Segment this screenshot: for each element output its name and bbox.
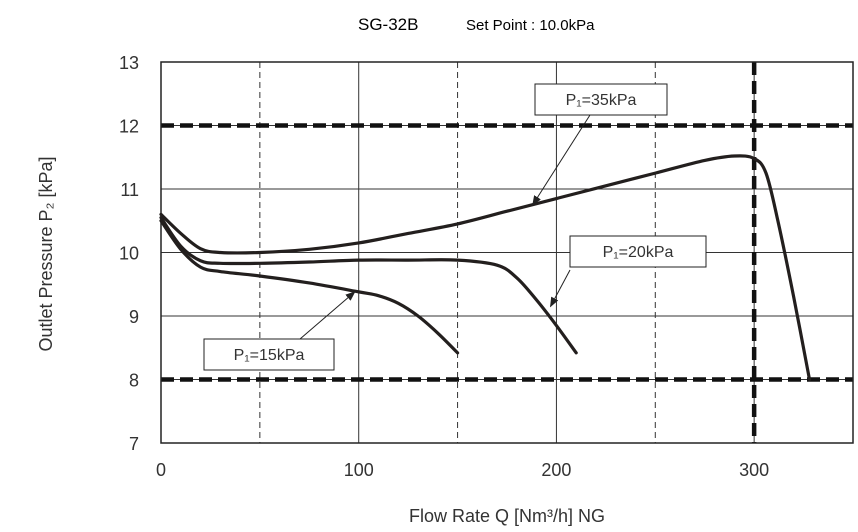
annotation-box-1 [569, 235, 707, 268]
reference-lines [161, 62, 853, 443]
tick-labels: 0 100 200 300 7 8 9 10 11 12 13 [119, 53, 769, 480]
annotation-arrow-2 [299, 291, 356, 340]
y-tick-label-10: 10 [119, 244, 139, 264]
annotations: P₁=35kPa P₁=20kPa P₁=15kPa [203, 83, 707, 371]
y-tick-label-12: 12 [119, 117, 139, 137]
chart-title: SG-32B [358, 15, 418, 34]
annotation-label-2: P₁=15kPa [234, 347, 305, 364]
y-tick-label-9: 9 [129, 307, 139, 327]
series-line-1 [159, 215, 578, 355]
series-group [159, 154, 812, 382]
series-line-0 [159, 154, 812, 382]
y-tick-label-11: 11 [120, 180, 139, 200]
x-tick-label-300: 300 [739, 460, 769, 480]
chart-subtitle: Set Point : 10.0kPa [466, 17, 595, 34]
annotation-label-1: P₁=20kPa [603, 244, 674, 261]
x-tick-label-100: 100 [344, 460, 374, 480]
annotation-label-0: P₁=35kPa [566, 92, 637, 109]
y-tick-label-7: 7 [129, 434, 139, 454]
annotation-box-0 [534, 83, 668, 116]
y-axis-label: Outlet Pressure P₂ [kPa] [36, 156, 56, 351]
annotation-arrow-0 [532, 114, 591, 206]
y-tick-label-13: 13 [119, 53, 139, 73]
x-tick-label-0: 0 [156, 460, 166, 480]
chart-title-group: SG-32B Set Point : 10.0kPa [358, 15, 595, 34]
plot-frame [160, 61, 854, 444]
y-tick-label-8: 8 [129, 371, 139, 391]
annotation-box-2 [203, 338, 335, 371]
series-line-2 [159, 219, 460, 355]
annotation-arrow-1 [550, 269, 571, 308]
x-axis-label: Flow Rate Q [Nm³/h] NG [409, 506, 605, 526]
x-tick-label-200: 200 [541, 460, 571, 480]
